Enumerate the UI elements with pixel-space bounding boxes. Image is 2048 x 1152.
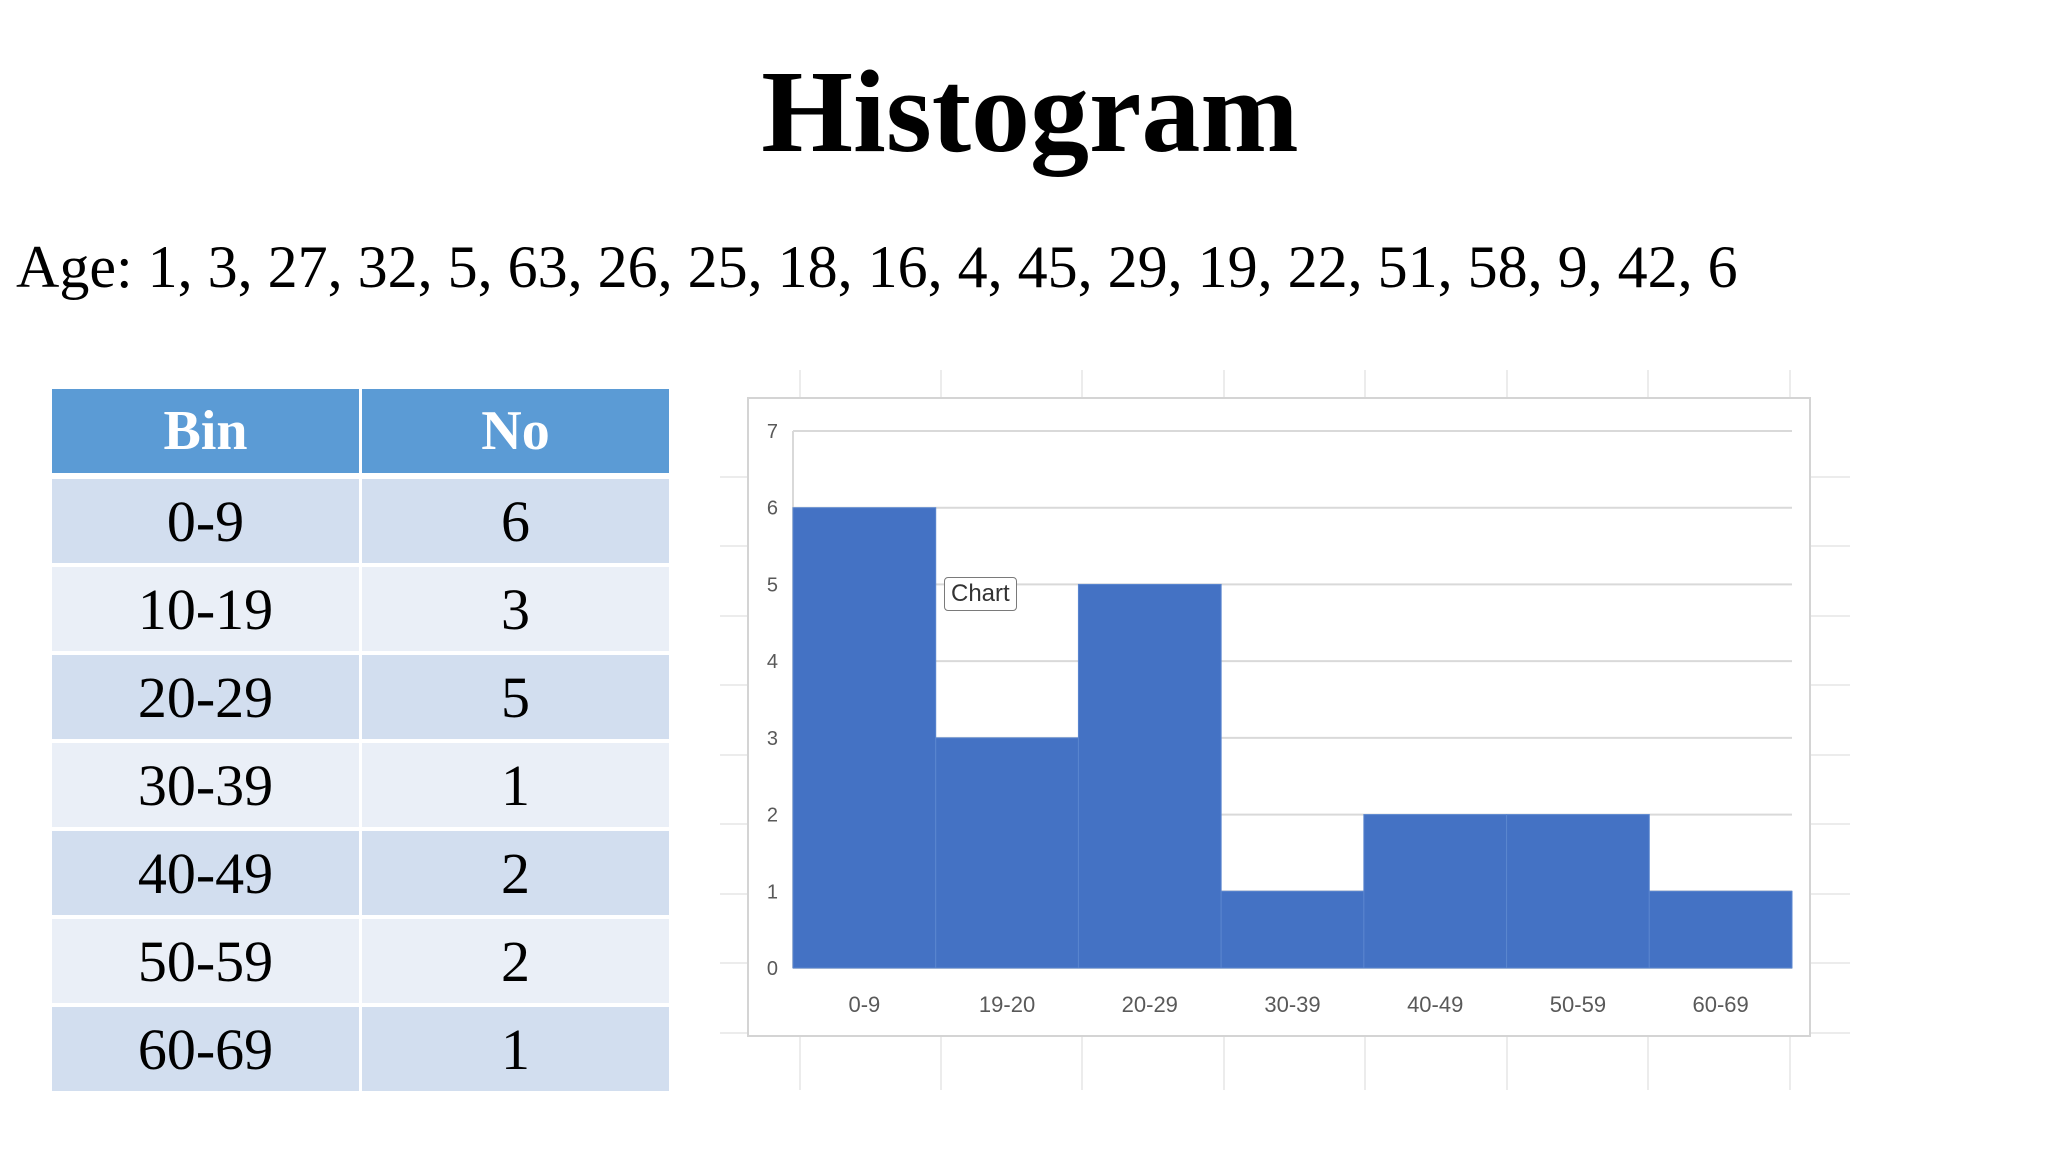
table-header-row: Bin No bbox=[52, 389, 669, 479]
chart-tooltip: Chart bbox=[944, 577, 1017, 611]
histogram-bar bbox=[935, 737, 1079, 969]
histogram-bar bbox=[792, 507, 937, 969]
y-tick-label: 1 bbox=[767, 881, 778, 903]
x-tick-label: 30-39 bbox=[1264, 992, 1320, 1017]
bin-cell: 40-49 bbox=[52, 829, 362, 919]
count-cell: 1 bbox=[360, 741, 669, 831]
page-title: Histogram bbox=[761, 46, 1299, 177]
header-no: No bbox=[360, 389, 669, 479]
histogram-bar bbox=[1363, 814, 1508, 969]
count-cell: 6 bbox=[360, 476, 669, 567]
histogram-bar bbox=[1220, 890, 1365, 969]
x-tick-label: 40-49 bbox=[1407, 992, 1463, 1017]
count-cell: 2 bbox=[360, 829, 669, 919]
x-tick-label: 0-9 bbox=[848, 992, 880, 1017]
x-tick-label: 20-29 bbox=[1122, 992, 1178, 1017]
bin-cell: 30-39 bbox=[52, 741, 362, 831]
bin-cell: 50-59 bbox=[52, 917, 362, 1007]
histogram-bar bbox=[1077, 583, 1222, 969]
histogram-bar bbox=[1506, 814, 1650, 969]
table-row: 60-69 1 bbox=[52, 1005, 669, 1095]
table-row: 20-29 5 bbox=[52, 653, 669, 743]
bin-cell: 0-9 bbox=[52, 476, 362, 567]
count-cell: 3 bbox=[360, 565, 669, 655]
x-tick-label: 50-59 bbox=[1550, 992, 1606, 1017]
y-tick-label: 5 bbox=[767, 574, 778, 596]
x-tick-label: 19-20 bbox=[979, 992, 1035, 1017]
header-bin: Bin bbox=[52, 389, 362, 479]
histogram-chart[interactable]: 0 1 2 3 4 5 6 7 0-9 19-20 20-29 30-39 40-49 50-59 60-6… bbox=[720, 370, 1850, 1090]
table-row: 30-39 1 bbox=[52, 741, 669, 831]
count-cell: 2 bbox=[360, 917, 669, 1007]
y-tick-label: 6 bbox=[767, 498, 778, 520]
frequency-table: Bin No 0-9 6 10-19 3 20-29 5 30-39 1 40-… bbox=[52, 389, 669, 1095]
x-tick-label: 60-69 bbox=[1693, 992, 1749, 1017]
count-cell: 5 bbox=[360, 653, 669, 743]
bin-cell: 20-29 bbox=[52, 653, 362, 743]
y-tick-label: 3 bbox=[767, 728, 778, 750]
bin-cell: 60-69 bbox=[52, 1005, 362, 1095]
table-row: 10-19 3 bbox=[52, 565, 669, 655]
count-cell: 1 bbox=[360, 1005, 669, 1095]
y-tick-label: 4 bbox=[767, 651, 778, 673]
bin-cell: 10-19 bbox=[52, 565, 362, 655]
y-tick-label: 7 bbox=[767, 421, 778, 443]
table-row: 0-9 6 bbox=[52, 476, 669, 567]
histogram-bar bbox=[1648, 890, 1793, 969]
age-data-text: Age: 1, 3, 27, 32, 5, 63, 26, 25, 18, 16… bbox=[16, 234, 1738, 300]
chart-area[interactable]: 0 1 2 3 4 5 6 7 0-9 19-20 20-29 30-39 40-49 50-59 60-6… bbox=[720, 370, 1850, 1090]
table-row: 50-59 2 bbox=[52, 917, 669, 1007]
y-tick-label: 2 bbox=[767, 805, 778, 827]
table-row: 40-49 2 bbox=[52, 829, 669, 919]
y-tick-label: 0 bbox=[767, 958, 778, 980]
